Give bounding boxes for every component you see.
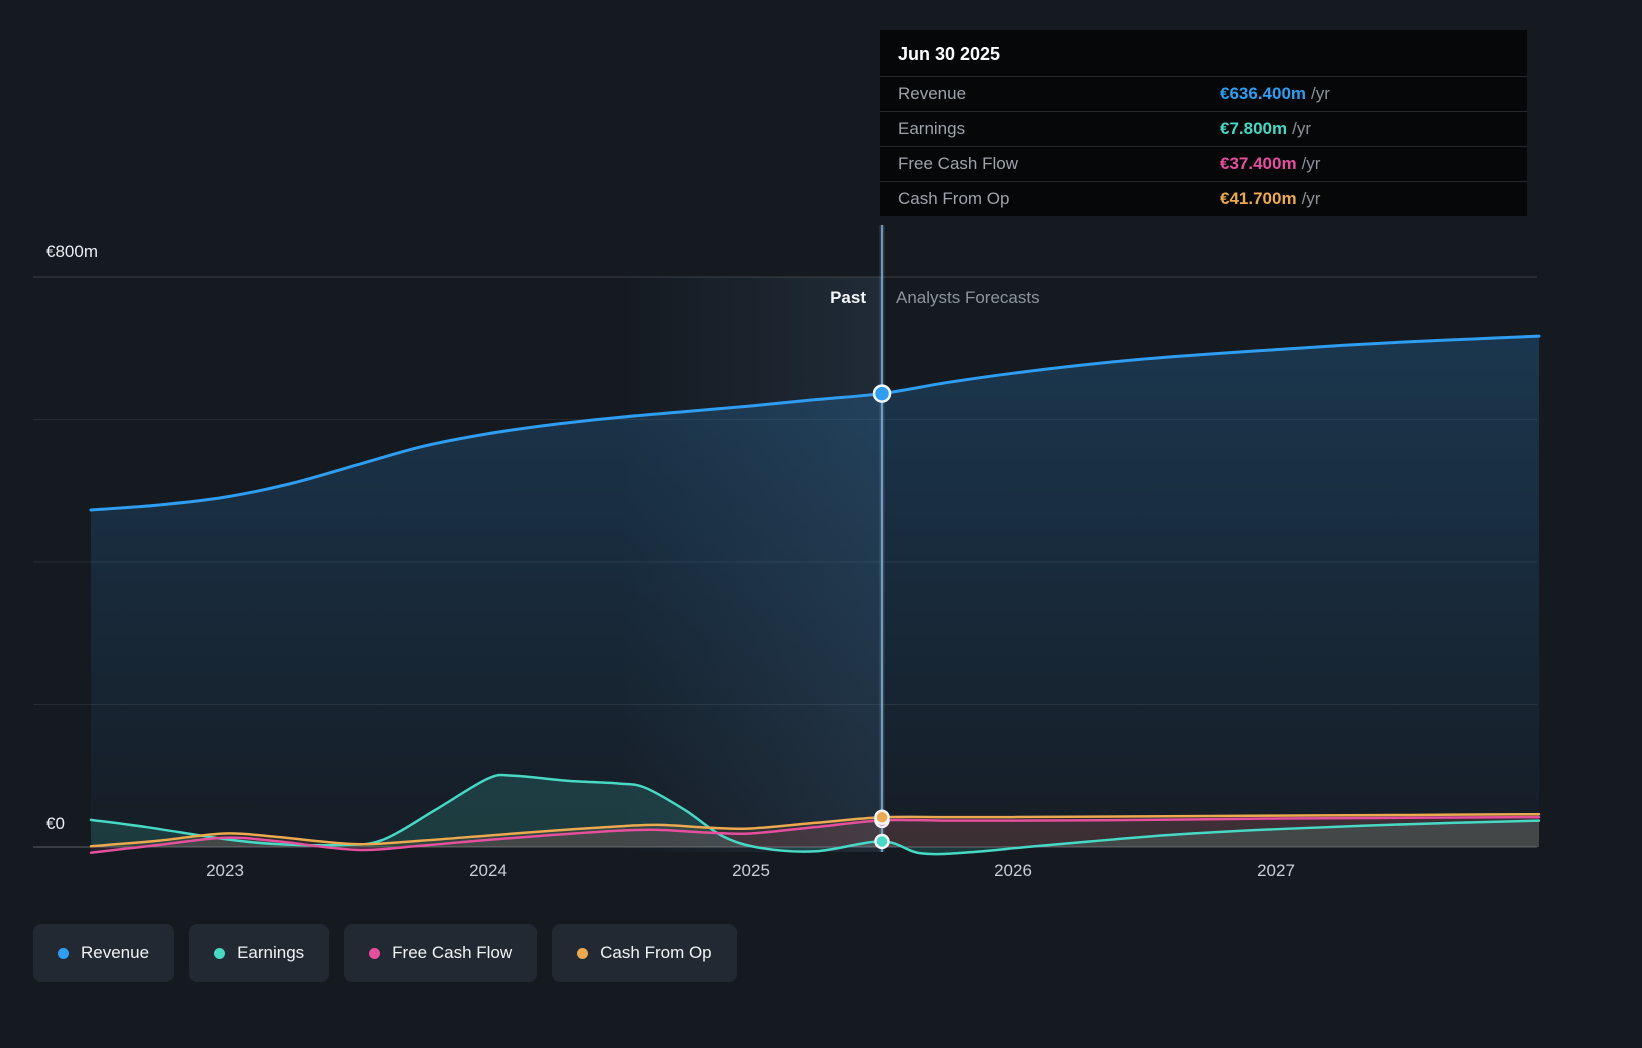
legend: Revenue Earnings Free Cash Flow Cash Fro… [33, 924, 737, 982]
tooltip-suffix: /yr [1301, 189, 1321, 208]
y-axis-label-800m: €800m [46, 242, 98, 261]
tooltip-row-earnings: Earnings €7.800m /yr [880, 111, 1527, 146]
revenue-dot-icon [58, 947, 69, 959]
revenue-area [90, 336, 1539, 847]
data-tooltip: Jun 30 2025 Revenue €636.400m /yr Earnin… [880, 30, 1527, 216]
tooltip-label: Cash From Op [898, 189, 1010, 208]
free-cash-flow-dot-icon [369, 947, 381, 959]
cash-from-op-line [89, 812, 1541, 848]
tooltip-value: €37.400m [1220, 154, 1297, 173]
earnings-marker[interactable] [874, 833, 890, 850]
legend-item-free-cash-flow[interactable]: Free Cash Flow [344, 924, 538, 982]
revenue-line [89, 334, 1541, 512]
tooltip-label: Earnings [898, 119, 966, 138]
legend-label: Revenue [81, 943, 150, 962]
tooltip-label: Free Cash Flow [898, 154, 1018, 173]
tooltip-suffix: /yr [1292, 119, 1312, 138]
free-cash-flow-line [89, 815, 1541, 854]
cash-from-op-dot-icon [577, 947, 589, 959]
earnings-dot-icon [214, 947, 226, 959]
y-axis-label-0: €0 [46, 814, 65, 833]
tooltip-value: €7.800m [1220, 119, 1288, 138]
tooltip-row-free-cash-flow: Free Cash Flow €37.400m /yr [880, 146, 1527, 181]
tooltip-value: €636.400m [1220, 84, 1307, 103]
x-axis-label-2027: 2027 [1257, 861, 1295, 880]
earnings-area [90, 774, 1539, 855]
analysts-forecasts-label: Analysts Forecasts [896, 288, 1040, 307]
tooltip-row-revenue: Revenue €636.400m /yr [880, 76, 1527, 111]
x-axis-label-2023: 2023 [206, 861, 244, 880]
legend-label: Earnings [237, 943, 305, 962]
revenue-marker[interactable] [872, 384, 892, 403]
tooltip-label: Revenue [898, 84, 967, 103]
tooltip-value: €41.700m [1220, 189, 1297, 208]
legend-label: Cash From Op [600, 943, 712, 962]
tooltip-row-cash-from-op: Cash From Op €41.700m /yr [880, 181, 1527, 216]
x-axis-label-2025: 2025 [732, 861, 770, 880]
cash-from-op-marker[interactable] [874, 809, 890, 826]
past-label: Past [830, 288, 866, 307]
legend-item-earnings[interactable]: Earnings [189, 924, 330, 982]
tooltip-date: Jun 30 2025 [898, 44, 1001, 64]
tooltip-suffix: /yr [1311, 84, 1330, 103]
legend-item-cash-from-op[interactable]: Cash From Op [552, 924, 737, 982]
legend-item-revenue[interactable]: Revenue [33, 924, 175, 982]
x-axis-label-2024: 2024 [469, 861, 507, 880]
x-axis-label-2026: 2026 [994, 861, 1032, 880]
tooltip-suffix: /yr [1301, 154, 1321, 173]
legend-label: Free Cash Flow [392, 943, 513, 962]
